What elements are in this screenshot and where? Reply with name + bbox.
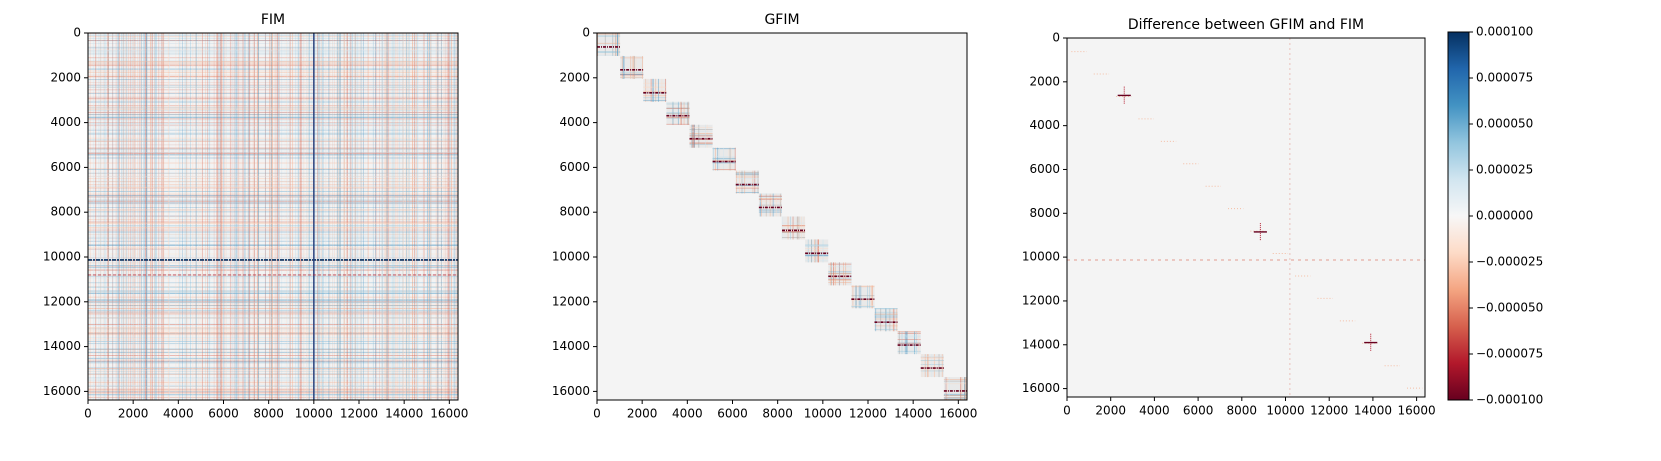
heatmap-texture	[851, 285, 875, 309]
x-tick-label: 2000	[1095, 404, 1126, 418]
y-tick-label: 6000	[50, 160, 81, 174]
heatmap-background	[1067, 38, 1425, 397]
y-tick-label: 10000	[1022, 250, 1060, 264]
colorbar-tick-label: 0.000050	[1476, 117, 1533, 131]
x-tick-label: 16000	[430, 407, 468, 421]
y-tick-label: 2000	[559, 70, 590, 84]
x-tick-label: 12000	[340, 407, 378, 421]
y-tick-label: 0	[582, 26, 590, 40]
y-tick-label: 12000	[552, 294, 590, 308]
x-tick-label: 4000	[1139, 404, 1170, 418]
y-tick-label: 12000	[43, 294, 81, 308]
x-tick-label: 6000	[717, 407, 748, 421]
x-tick-label: 4000	[672, 407, 703, 421]
y-tick-label: 6000	[1029, 162, 1060, 176]
y-tick-label: 14000	[43, 339, 81, 353]
y-tick-label: 16000	[43, 384, 81, 398]
heatmap-texture	[897, 331, 921, 355]
x-tick-label: 6000	[1183, 404, 1214, 418]
y-tick-label: 8000	[1029, 206, 1060, 220]
y-tick-label: 6000	[559, 160, 590, 174]
y-tick-label: 4000	[559, 115, 590, 129]
colorbar-tick-label: 0.000075	[1476, 71, 1533, 85]
y-tick-label: 12000	[1022, 293, 1060, 307]
heatmap-texture	[620, 55, 644, 79]
x-tick-label: 14000	[1354, 404, 1392, 418]
y-tick-label: 0	[1052, 31, 1060, 45]
y-tick-label: 4000	[1029, 118, 1060, 132]
x-tick-label: 16000	[939, 407, 977, 421]
x-tick-label: 12000	[849, 407, 887, 421]
y-tick-label: 0	[73, 26, 81, 40]
x-tick-label: 8000	[1227, 404, 1258, 418]
colorbar-tick-label: 0.000025	[1476, 163, 1533, 177]
x-tick-label: 14000	[894, 407, 932, 421]
x-tick-label: 8000	[253, 407, 284, 421]
y-tick-label: 16000	[552, 384, 590, 398]
y-tick-label: 16000	[1022, 381, 1060, 395]
x-tick-label: 10000	[1266, 404, 1304, 418]
x-tick-label: 10000	[804, 407, 842, 421]
colorbar	[1447, 31, 1470, 401]
x-tick-label: 2000	[118, 407, 149, 421]
x-tick-label: 8000	[762, 407, 793, 421]
colorbar-tick-label: −0.000100	[1476, 393, 1543, 407]
y-tick-label: 8000	[559, 205, 590, 219]
x-tick-label: 0	[593, 407, 601, 421]
y-tick-label: 2000	[1029, 74, 1060, 88]
y-tick-label: 2000	[50, 70, 81, 84]
y-tick-label: 10000	[552, 249, 590, 263]
x-tick-label: 4000	[163, 407, 194, 421]
colorbar-tick-label: −0.000025	[1476, 255, 1543, 269]
x-tick-label: 6000	[208, 407, 239, 421]
chart-title: FIM	[261, 12, 285, 28]
axes-frame	[87, 32, 459, 401]
x-tick-label: 0	[84, 407, 92, 421]
x-tick-label: 10000	[295, 407, 333, 421]
colorbar-tick-label: −0.000075	[1476, 347, 1543, 361]
y-tick-label: 8000	[50, 205, 81, 219]
y-tick-label: 14000	[552, 339, 590, 353]
heatmap-texture	[643, 78, 667, 102]
y-tick-label: 10000	[43, 249, 81, 263]
chart-title: GFIM	[764, 12, 799, 28]
chart-title: Difference between GFIM and FIM	[1128, 17, 1364, 33]
colorbar-tick-label: −0.000050	[1476, 301, 1543, 315]
heatmap	[1067, 38, 1425, 397]
heatmap	[597, 33, 967, 400]
y-tick-label: 14000	[1022, 337, 1060, 351]
x-tick-label: 14000	[385, 407, 423, 421]
heatmap	[88, 33, 458, 400]
x-tick-label: 2000	[627, 407, 658, 421]
colorbar-tick-label: 0.000000	[1476, 209, 1533, 223]
x-tick-label: 16000	[1398, 404, 1436, 418]
y-tick-label: 4000	[50, 115, 81, 129]
colorbar-tick-label: 0.000100	[1476, 25, 1533, 39]
axes-frame	[596, 32, 968, 401]
axes-frame	[1066, 37, 1426, 398]
heatmap-background	[88, 33, 458, 400]
x-tick-label: 0	[1063, 404, 1071, 418]
x-tick-label: 12000	[1310, 404, 1348, 418]
